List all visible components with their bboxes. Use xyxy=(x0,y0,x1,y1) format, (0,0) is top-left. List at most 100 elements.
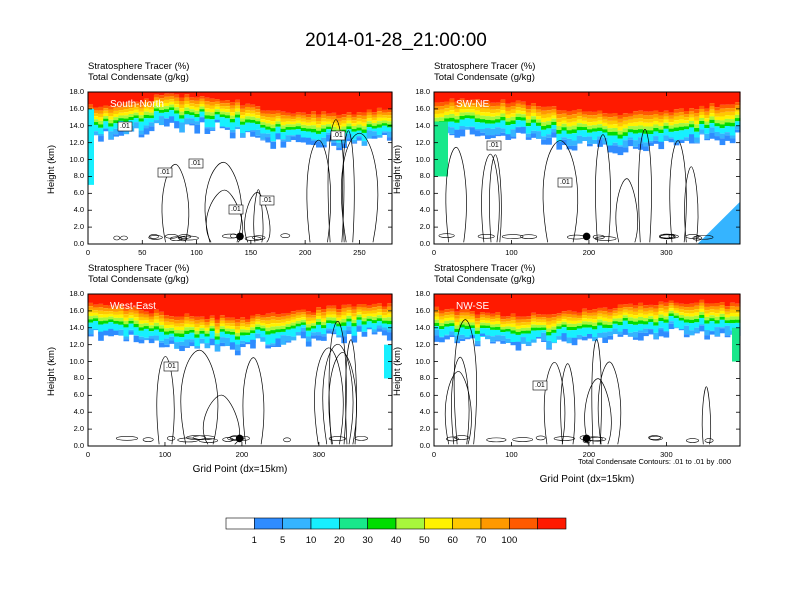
tracer-cell xyxy=(576,123,583,127)
tracer-cell xyxy=(204,127,211,129)
contour-label-box xyxy=(117,121,133,132)
tracer-cell xyxy=(510,294,517,314)
tracer-cell xyxy=(169,93,175,97)
tracer-cell xyxy=(525,322,532,325)
tracer-cell xyxy=(158,325,165,329)
tracer-cell xyxy=(371,323,378,330)
tracer-cell xyxy=(204,343,211,349)
tracer-cell xyxy=(128,108,135,112)
tracer-cell xyxy=(612,294,619,309)
tracer-cell xyxy=(617,114,624,119)
tracer-cell xyxy=(310,132,317,140)
tracer-cell xyxy=(729,108,736,112)
tracer-cell xyxy=(541,324,547,328)
tracer-cell xyxy=(184,317,190,321)
tracer-cell xyxy=(663,330,670,333)
tracer-cell xyxy=(138,339,145,344)
tracer-cell xyxy=(566,138,573,146)
tracer-cell xyxy=(326,134,332,142)
tracer-cell xyxy=(371,131,378,137)
tracer-cell xyxy=(581,111,588,115)
condensate-contour xyxy=(328,320,347,445)
tracer-cell xyxy=(510,106,517,110)
tracer-cell xyxy=(285,129,292,136)
tracer-cell xyxy=(250,294,256,316)
tracer-cell xyxy=(505,328,512,332)
tracer-cell xyxy=(658,314,665,318)
tracer-cell xyxy=(234,111,241,115)
tracer-cell xyxy=(305,137,312,145)
tracer-cell xyxy=(103,294,109,306)
tracer-cell xyxy=(505,114,512,119)
tracer-cell xyxy=(240,294,246,318)
tracer-cell xyxy=(597,127,603,132)
tracer-cell xyxy=(729,294,736,303)
tracer-cell xyxy=(576,126,583,131)
tracer-cell xyxy=(663,122,670,126)
tracer-cell xyxy=(602,314,608,318)
tracer-cell xyxy=(219,108,226,112)
tracer-cell xyxy=(561,294,568,312)
tracer-cell xyxy=(525,324,532,328)
tracer-cell xyxy=(179,104,185,109)
tracer-cell xyxy=(490,109,496,114)
tracer-cell xyxy=(459,126,466,130)
tracer-cell xyxy=(683,294,690,304)
tracer-cell xyxy=(219,106,226,109)
tracer-cell xyxy=(485,335,491,340)
tracer-cell xyxy=(219,326,226,330)
tracer-cell xyxy=(143,125,150,129)
tracer-cell xyxy=(632,114,639,119)
tracer-cell xyxy=(326,328,332,331)
tracer-cell xyxy=(694,294,700,303)
tracer-cell xyxy=(189,324,195,328)
tracer-cell xyxy=(709,116,716,120)
tracer-cell xyxy=(214,101,221,105)
tracer-cell xyxy=(719,92,726,105)
colorbar-swatch xyxy=(225,517,255,530)
tracer-cell xyxy=(356,314,363,318)
tracer-cell xyxy=(479,317,486,321)
tracer-cell xyxy=(93,329,99,330)
tracer-cell xyxy=(204,111,211,116)
tracer-cell xyxy=(530,312,537,316)
tracer-cell xyxy=(546,324,552,329)
tracer-cell xyxy=(224,115,231,119)
tracer-cell xyxy=(356,112,363,116)
tracer-cell xyxy=(638,323,644,331)
tracer-cell xyxy=(321,114,327,119)
tracer-cell xyxy=(143,311,150,315)
tracer-cell xyxy=(459,324,466,328)
colorbar-swatch xyxy=(282,517,312,530)
tracer-cell xyxy=(164,92,170,94)
tracer-cell xyxy=(602,92,608,114)
tracer-cell xyxy=(371,316,378,321)
tracer-cell xyxy=(663,319,670,323)
tracer-cell xyxy=(316,313,322,317)
tracer-cell xyxy=(587,132,593,137)
tracer-cell xyxy=(714,92,721,108)
tracer-cell xyxy=(224,127,231,130)
tracer-cell xyxy=(653,332,659,339)
tracer-cell xyxy=(444,309,450,313)
contour-label: .01 xyxy=(333,132,343,139)
tracer-cell xyxy=(143,326,150,329)
tracer-cell xyxy=(189,321,195,325)
tracer-cell xyxy=(602,119,608,123)
tracer-cell xyxy=(194,110,201,115)
tracer-cell xyxy=(133,313,140,318)
y-tick-label: 18.0 xyxy=(69,87,84,96)
tracer-cell xyxy=(113,294,119,306)
colorbar-swatch xyxy=(254,517,283,530)
tracer-cell xyxy=(597,113,603,118)
tracer-cell xyxy=(566,111,573,116)
tracer-cell xyxy=(699,117,705,122)
tracer-cell xyxy=(184,97,190,101)
tracer-cell xyxy=(174,326,180,331)
tracer-cell xyxy=(541,129,547,137)
tracer-cell xyxy=(587,294,593,311)
tracer-cell xyxy=(689,310,695,314)
tracer-cell xyxy=(280,128,287,133)
tracer-cell xyxy=(602,317,608,322)
tracer-cell xyxy=(108,316,114,320)
